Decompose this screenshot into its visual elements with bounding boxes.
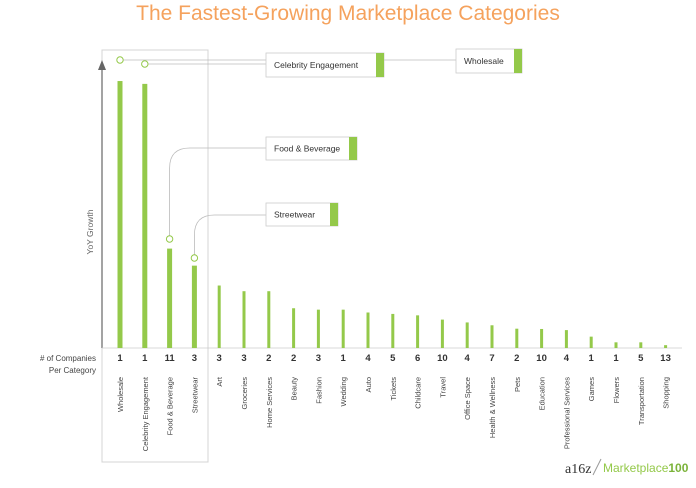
category-label-health-and-wellness: Health & Wellness [488, 377, 497, 438]
count-shopping: 13 [660, 353, 671, 364]
category-label-food-and-beverage: Food & Beverage [166, 377, 175, 435]
count-groceries: 3 [241, 353, 246, 364]
count-streetwear: 3 [192, 353, 197, 364]
category-label-wedding: Wedding [339, 377, 348, 406]
count-label-line2: Per Category [49, 366, 96, 375]
count-tickets: 5 [390, 353, 396, 364]
bar-travel [440, 319, 444, 348]
bar-tickets [391, 313, 395, 348]
count-food-and-beverage: 11 [165, 353, 176, 364]
bar-celebrity-engagement [142, 83, 148, 348]
callout-label-wholesale: Wholesale [464, 56, 504, 66]
count-childcare: 6 [415, 353, 420, 364]
y-axis-arrow-icon [98, 60, 106, 70]
bar-professional-services [564, 330, 568, 348]
callout-label-celebrity-engagement: Celebrity Engagement [274, 60, 359, 70]
bar-fashion [316, 309, 320, 348]
category-label-auto: Auto [364, 377, 373, 392]
bar-transportation [639, 342, 643, 348]
category-label-wholesale: Wholesale [116, 377, 125, 412]
count-games: 1 [589, 353, 595, 364]
category-label-celebrity-engagement: Celebrity Engagement [141, 376, 150, 451]
callout-accent-food-and-beverage [349, 137, 357, 160]
category-label-beauty: Beauty [290, 377, 299, 401]
bar-office-space [465, 322, 469, 348]
count-education: 10 [536, 353, 547, 364]
bar-wholesale [117, 81, 123, 348]
count-pets: 2 [514, 353, 519, 364]
count-wholesale: 1 [117, 353, 123, 364]
bar-flowers [614, 342, 618, 348]
logo-marketplace: Marketplace100 [603, 461, 689, 475]
count-office-space: 4 [465, 353, 471, 364]
y-axis-title: YoY Growth [85, 209, 95, 254]
marker-celebrity-engagement [141, 60, 149, 68]
bar-beauty [292, 308, 296, 348]
brand-logo: a16z Marketplace100 [565, 458, 689, 477]
category-label-flowers: Flowers [612, 377, 621, 404]
category-label-fashion: Fashion [314, 377, 323, 404]
count-auto: 4 [365, 353, 371, 364]
callout-accent-wholesale [514, 49, 522, 73]
annotations: Wholesale Celebrity Engagement Food & Beve… [116, 48, 523, 262]
logo-a16z: a16z [565, 462, 591, 477]
guide-streetwear [194, 214, 266, 258]
bar-pets [515, 328, 519, 348]
bar-groceries [242, 291, 246, 348]
marker-food-and-beverage [165, 235, 174, 243]
company-counts: 1 1 11 3 3 3 2 2 3 1 4 5 6 10 4 7 2 10 4 1 1 5 13 [117, 353, 671, 364]
callout-label-streetwear: Streetwear [274, 210, 315, 220]
callout-accent-celebrity-engagement [376, 53, 384, 77]
category-label-groceries: Groceries [240, 377, 249, 410]
category-label-games: Games [587, 377, 596, 401]
bar-art [217, 285, 221, 348]
count-wedding: 1 [341, 353, 347, 364]
marker-streetwear [190, 254, 199, 262]
bar-food-and-beverage [167, 248, 173, 348]
count-health-and-wellness: 7 [489, 353, 494, 364]
category-label-shopping: Shopping [662, 377, 671, 409]
category-label-transportation: Transportation [637, 377, 646, 425]
count-home-services: 2 [266, 353, 271, 364]
count-art: 3 [217, 353, 222, 364]
guide-food-and-beverage [169, 147, 266, 239]
count-flowers: 1 [613, 353, 619, 364]
category-label-professional-services: Professional Services [562, 377, 571, 449]
bar-streetwear [191, 265, 197, 348]
category-label-tickets: Tickets [389, 377, 398, 401]
bar-home-services [267, 291, 271, 348]
category-label-travel: Travel [438, 377, 447, 398]
count-professional-services: 4 [564, 353, 570, 364]
category-label-education: Education [538, 377, 547, 410]
bar-childcare [416, 315, 420, 348]
category-label-streetwear: Streetwear [190, 377, 199, 414]
bar-health-and-wellness [490, 325, 494, 348]
callout-label-food-and-beverage: Food & Beverage [274, 144, 340, 154]
bars [117, 81, 668, 348]
callout-box-celebrity-engagement [265, 52, 385, 78]
count-celebrity-engagement: 1 [142, 353, 148, 364]
category-label-office-space: Office Space [463, 377, 472, 420]
count-fashion: 3 [316, 353, 321, 364]
logo-divider [592, 458, 602, 476]
marker-wholesale [116, 56, 124, 64]
bar-education [540, 328, 544, 348]
bar-auto [366, 312, 370, 348]
callout-box-wholesale [455, 48, 523, 74]
count-transportation: 5 [638, 353, 644, 364]
category-labels: Wholesale Celebrity Engagement Food & Beve… [116, 376, 671, 451]
category-label-childcare: Childcare [414, 377, 423, 409]
bar-games [589, 336, 593, 348]
category-label-home-services: Home Services [265, 377, 274, 428]
bar-shopping [664, 345, 668, 348]
category-label-pets: Pets [513, 377, 522, 392]
count-travel: 10 [437, 353, 448, 364]
count-beauty: 2 [291, 353, 296, 364]
count-label-line1: # of Companies [40, 354, 96, 363]
chart-title: The Fastest-Growing Marketplace Categori… [136, 2, 560, 25]
bar-wedding [341, 309, 345, 348]
category-label-art: Art [215, 376, 224, 387]
callout-accent-streetwear [330, 203, 338, 226]
